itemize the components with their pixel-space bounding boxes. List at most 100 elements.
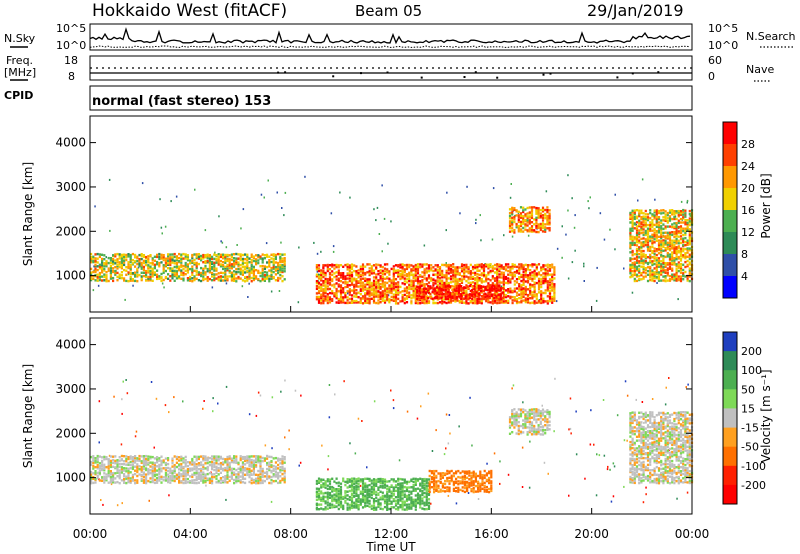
data-cell	[202, 275, 205, 278]
data-cell	[283, 476, 286, 480]
data-cell	[92, 462, 95, 465]
data-cell	[675, 277, 678, 280]
data-cell	[147, 470, 150, 473]
data-cell	[186, 265, 189, 268]
data-cell	[96, 257, 99, 260]
data-cell	[259, 265, 262, 268]
data-cell	[169, 256, 172, 259]
data-cell	[640, 259, 643, 262]
noise-point	[569, 397, 572, 400]
data-cell	[94, 481, 97, 484]
data-cell	[226, 275, 229, 278]
noise-point	[610, 500, 613, 503]
data-cell	[655, 267, 658, 271]
data-cell	[679, 225, 683, 228]
data-cell	[116, 465, 119, 468]
data-cell	[184, 474, 187, 478]
data-cell	[425, 267, 428, 270]
data-cell	[228, 265, 231, 268]
data-cell	[447, 281, 450, 285]
data-cell	[266, 253, 269, 257]
data-cell	[381, 265, 384, 269]
data-cell	[638, 236, 641, 239]
data-cell	[368, 293, 371, 297]
data-cell	[666, 234, 669, 237]
noise-point	[469, 396, 471, 399]
data-cell	[553, 285, 556, 288]
data-cell	[660, 227, 663, 230]
data-cell	[638, 224, 641, 228]
data-cell	[383, 285, 387, 289]
data-cell	[686, 248, 689, 252]
data-cell	[219, 457, 222, 460]
data-cell	[219, 465, 222, 469]
data-cell	[153, 463, 156, 467]
data-cell	[498, 276, 501, 279]
data-cell	[320, 492, 323, 495]
data-cell	[107, 465, 110, 468]
data-cell	[379, 271, 382, 275]
data-cell	[449, 291, 452, 295]
data-cell	[649, 211, 652, 215]
data-cell	[511, 222, 514, 225]
data-cell	[679, 249, 683, 253]
data-cell	[520, 285, 523, 288]
data-cell	[677, 264, 680, 267]
data-cell	[379, 301, 382, 304]
data-cell	[381, 299, 384, 303]
data-cell	[452, 277, 455, 280]
data-cell	[277, 252, 280, 256]
data-cell	[202, 455, 205, 458]
data-cell	[528, 220, 531, 223]
data-cell	[515, 222, 518, 226]
data-cell	[239, 465, 242, 468]
data-cell	[250, 463, 253, 466]
data-cell	[655, 248, 658, 251]
data-cell	[392, 278, 395, 281]
data-cell	[496, 265, 499, 268]
data-cell	[149, 279, 152, 282]
data-cell	[142, 481, 145, 484]
data-cell	[540, 282, 543, 285]
data-cell	[193, 258, 196, 262]
data-cell	[467, 276, 470, 279]
data-cell	[631, 238, 634, 241]
data-cell	[333, 283, 336, 286]
data-cell	[191, 468, 194, 472]
data-cell	[671, 217, 674, 221]
data-cell	[244, 463, 247, 466]
data-cell	[633, 217, 636, 220]
data-cell	[688, 212, 691, 216]
data-cell	[90, 470, 93, 474]
data-cell	[454, 271, 457, 275]
data-cell	[173, 255, 176, 259]
data-cell	[241, 455, 244, 459]
data-cell	[353, 504, 356, 507]
data-cell	[519, 214, 523, 217]
noise-point	[122, 380, 124, 383]
data-cell	[92, 459, 95, 462]
data-cell	[476, 283, 479, 287]
data-cell	[410, 271, 413, 274]
noise-point	[570, 432, 572, 435]
data-cell	[548, 265, 552, 268]
data-cell	[127, 280, 130, 283]
data-cell	[642, 275, 645, 279]
data-cell	[171, 253, 174, 256]
data-cell	[317, 267, 321, 270]
noise-point	[640, 423, 642, 426]
data-cell	[283, 478, 286, 482]
data-cell	[485, 299, 488, 303]
data-cell	[101, 465, 104, 468]
data-cell	[224, 460, 227, 463]
data-cell	[315, 508, 318, 511]
data-cell	[281, 264, 284, 267]
data-cell	[259, 255, 262, 258]
data-cell	[457, 294, 461, 298]
data-cell	[629, 275, 632, 279]
data-cell	[140, 455, 143, 458]
noise-point	[489, 264, 491, 267]
data-cell	[266, 471, 269, 474]
data-cell	[317, 480, 321, 483]
data-cell	[649, 259, 652, 263]
